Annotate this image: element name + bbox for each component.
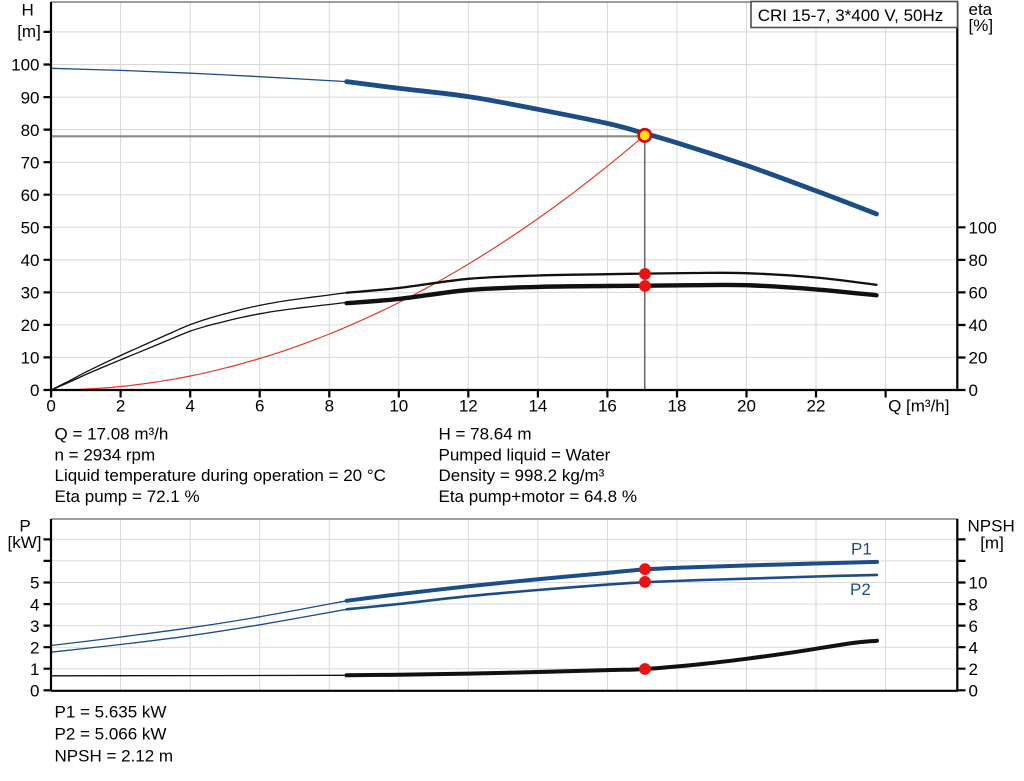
svg-text:Density = 998.2 kg/m³: Density = 998.2 kg/m³	[439, 466, 605, 485]
svg-text:0: 0	[969, 381, 978, 400]
svg-text:eta: eta	[969, 0, 993, 19]
svg-text:4: 4	[969, 638, 978, 657]
svg-text:100: 100	[969, 219, 997, 238]
svg-text:0: 0	[30, 682, 39, 701]
svg-text:Q = 17.08 m³/h: Q = 17.08 m³/h	[55, 425, 169, 444]
svg-text:40: 40	[21, 251, 40, 270]
svg-text:P1 = 5.635 kW: P1 = 5.635 kW	[55, 703, 167, 722]
svg-text:8: 8	[969, 595, 978, 614]
svg-text:H = 78.64 m: H = 78.64 m	[439, 425, 532, 444]
svg-text:H: H	[21, 0, 33, 19]
svg-text:4: 4	[185, 397, 194, 416]
svg-text:10: 10	[969, 574, 988, 593]
svg-text:Pumped liquid = Water: Pumped liquid = Water	[439, 445, 611, 464]
svg-text:10: 10	[389, 397, 408, 416]
svg-text:0: 0	[30, 381, 39, 400]
svg-text:0: 0	[969, 682, 978, 701]
svg-text:4: 4	[30, 595, 39, 614]
svg-text:[m]: [m]	[17, 22, 41, 41]
svg-text:30: 30	[21, 284, 40, 303]
svg-text:16: 16	[598, 397, 617, 416]
svg-text:1: 1	[30, 660, 39, 679]
svg-text:60: 60	[21, 186, 40, 205]
svg-text:Eta pump = 72.1 %: Eta pump = 72.1 %	[55, 487, 200, 506]
svg-text:80: 80	[21, 121, 40, 140]
svg-text:14: 14	[528, 397, 547, 416]
svg-text:Eta pump+motor = 64.8 %: Eta pump+motor = 64.8 %	[439, 487, 637, 506]
svg-text:80: 80	[969, 251, 988, 270]
svg-text:60: 60	[969, 284, 988, 303]
svg-text:12: 12	[459, 397, 478, 416]
svg-text:[%]: [%]	[969, 16, 994, 35]
svg-text:0: 0	[46, 397, 55, 416]
svg-text:40: 40	[969, 316, 988, 335]
svg-text:CRI 15-7, 3*400 V, 50Hz: CRI 15-7, 3*400 V, 50Hz	[758, 6, 944, 25]
svg-text:90: 90	[21, 88, 40, 107]
svg-text:P1: P1	[851, 540, 872, 559]
svg-text:100: 100	[11, 56, 39, 75]
svg-text:50: 50	[21, 218, 40, 237]
svg-text:18: 18	[668, 397, 687, 416]
svg-text:[kW]: [kW]	[8, 533, 42, 552]
svg-text:Q [m³/h]: Q [m³/h]	[888, 397, 949, 416]
svg-text:P: P	[19, 517, 30, 536]
svg-text:NPSH: NPSH	[968, 517, 1015, 536]
svg-text:5: 5	[30, 574, 39, 593]
svg-text:8: 8	[325, 397, 334, 416]
svg-text:n = 2934 rpm: n = 2934 rpm	[55, 445, 156, 464]
svg-text:2: 2	[30, 638, 39, 657]
svg-text:20: 20	[21, 316, 40, 335]
svg-text:6: 6	[969, 617, 978, 636]
svg-text:70: 70	[21, 153, 40, 172]
svg-text:P2: P2	[850, 580, 871, 599]
svg-text:3: 3	[30, 617, 39, 636]
svg-text:2: 2	[969, 660, 978, 679]
svg-text:NPSH = 2.12 m: NPSH = 2.12 m	[55, 747, 174, 766]
svg-text:10: 10	[21, 349, 40, 368]
svg-text:20: 20	[969, 349, 988, 368]
svg-text:[m]: [m]	[980, 534, 1004, 553]
svg-text:6: 6	[255, 397, 264, 416]
svg-text:Liquid temperature during oper: Liquid temperature during operation = 20…	[55, 466, 386, 485]
svg-text:P2 = 5.066 kW: P2 = 5.066 kW	[55, 725, 167, 744]
svg-text:2: 2	[116, 397, 125, 416]
svg-text:20: 20	[737, 397, 756, 416]
svg-text:22: 22	[807, 397, 826, 416]
